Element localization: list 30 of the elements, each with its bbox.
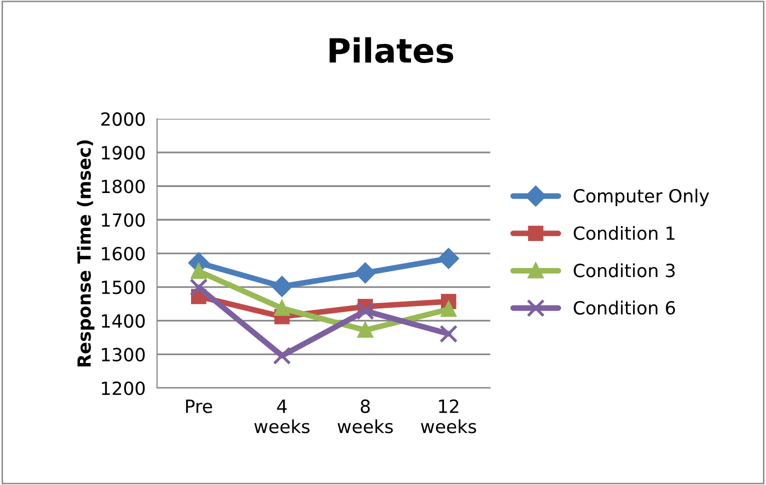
point xyxy=(356,302,374,320)
legend-label: Condition 3 xyxy=(574,263,675,278)
y-tick-label: 1300 xyxy=(102,348,145,362)
y-tick-label: 2000 xyxy=(101,112,145,126)
x-tick-label: 4 weeks xyxy=(254,400,310,434)
point xyxy=(274,300,290,316)
point xyxy=(272,276,292,297)
legend-label: Condition 1 xyxy=(574,226,674,240)
chart-title: Pilates xyxy=(330,37,454,64)
y-tick-label: 1800 xyxy=(102,180,145,194)
y-axis-title: Response Time (msec) xyxy=(76,140,94,366)
legend-label: Computer Only xyxy=(574,188,710,206)
point xyxy=(191,264,206,279)
point xyxy=(440,302,456,317)
legend-label: Condition 6 xyxy=(574,300,675,315)
point xyxy=(355,262,376,284)
point xyxy=(440,324,458,343)
x-tick-label: 8 weeks xyxy=(338,399,393,434)
y-tick-label: 1600 xyxy=(102,246,145,261)
y-tick-label: 1200 xyxy=(102,381,145,396)
y-tick-label: 1900 xyxy=(102,146,145,160)
y-tick-label: 1700 xyxy=(102,213,145,227)
x-tick-label: 12 weeks xyxy=(420,399,476,434)
y-tick-label: 1400 xyxy=(102,314,145,328)
y-tick-label: 1500 xyxy=(102,280,145,294)
point xyxy=(358,322,373,338)
point xyxy=(272,346,292,365)
point xyxy=(190,278,208,296)
point xyxy=(438,248,459,269)
x-tick-label: Pre xyxy=(186,400,212,414)
